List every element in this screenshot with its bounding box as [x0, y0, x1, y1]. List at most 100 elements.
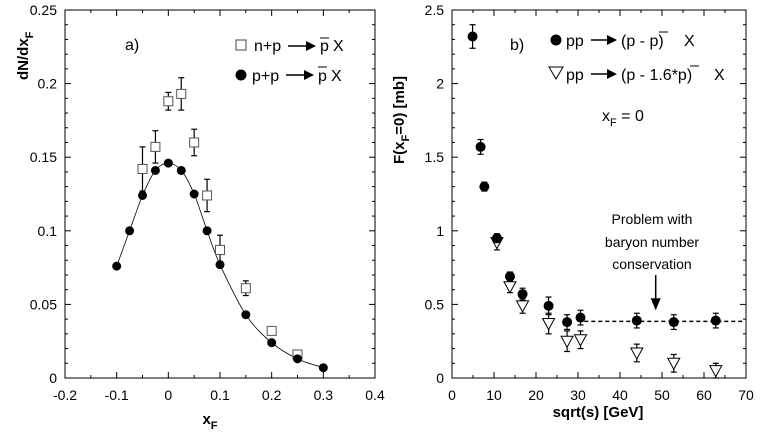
panel-a: dN/dxF xF a) -0.2 -0.1 0 0.1 0.2 0.3 0.400.050…: [15, 2, 385, 432]
legend-a-1-prefix: n+p: [254, 38, 281, 55]
pp-point: [189, 189, 199, 199]
panel-a-legend: n+p p X p+p p X: [235, 37, 344, 85]
tri-point: [560, 335, 574, 349]
np-point: [202, 190, 213, 201]
panel-a-ytick-label: 0: [49, 370, 57, 386]
panel-b-ylabel-main: F(x: [391, 141, 408, 164]
np-point: [176, 88, 187, 99]
circ-point: [467, 31, 478, 42]
circ-point: [575, 312, 586, 323]
panel-b-condition-sub: F: [610, 117, 617, 129]
panel-b-xtick-label: 0: [448, 387, 456, 403]
np-point: [266, 325, 277, 336]
circ-point: [562, 317, 573, 328]
tri-point: [666, 357, 681, 371]
panel-a-marks: [112, 77, 328, 373]
circ-point: [491, 233, 502, 244]
legend-a-square-marker: [235, 39, 247, 51]
legend-a-2-prefix: p+p: [252, 68, 279, 85]
circ-point: [479, 181, 490, 192]
tri-point: [708, 365, 723, 378]
pp-point: [112, 261, 122, 271]
tri-point: [515, 300, 530, 313]
pp-point: [150, 165, 160, 175]
panel-b-ytick-label: 2.5: [425, 2, 445, 18]
tri-point: [629, 347, 644, 361]
panel-a-frame: [64, 9, 376, 379]
panel-a-label: a): [125, 37, 139, 54]
pp-point: [202, 226, 212, 236]
panel-b-xlabel: sqrt(s) [GeV]: [553, 404, 644, 421]
panel-b-xtick-label: 50: [654, 387, 670, 403]
panel-a-ticks: -0.2 -0.1 0 0.1 0.2 0.3 0.4 0 0.05 0.1 0.15 0.2 0.25: [30, 2, 385, 403]
legend-a-2-arrowhead: [304, 70, 314, 80]
legend-a-1-suffix: X: [333, 38, 344, 55]
panel-a-xtick-label: 0.2: [262, 387, 282, 403]
legend-b-2-prefix: pp: [566, 67, 584, 84]
legend-b-1-paren: (p - p): [621, 33, 664, 50]
legend-b-triangle-marker: [548, 66, 564, 80]
pp-point: [125, 226, 135, 236]
panel-b-legend: pp (p - p) X pp (p - 1.6*p) X: [548, 31, 725, 84]
tri-point: [573, 334, 588, 347]
panel-a-ytick-label: 0.25: [30, 2, 57, 18]
panel-b-condition-main: x: [602, 108, 610, 125]
legend-a-2-particle: p: [318, 68, 327, 85]
np-point: [189, 137, 200, 148]
panel-b-condition-tail: = 0: [617, 108, 644, 125]
panel-b-ylabel: F(xF=0) [mb]: [391, 76, 412, 164]
panel-b: F(xF=0) [mb] sqrt(s) [GeV] b) 0 10 20 30 40 5…: [391, 2, 754, 421]
panel-a-xtick-label: 0.3: [314, 387, 334, 403]
pp-point: [293, 354, 302, 364]
panel-a-ytick-label: 0.05: [30, 296, 57, 312]
panel-a-xlabel-sub: F: [211, 420, 218, 432]
panel-a-xtick-label: -0.1: [105, 387, 129, 403]
panel-a-xtick-label: 0.4: [365, 387, 385, 403]
panel-b-note-arrowhead: [650, 298, 661, 311]
circ-point: [475, 141, 486, 152]
panel-a-ytick-label: 0.1: [38, 223, 58, 239]
panel-b-ytick-label: 0: [436, 370, 444, 386]
panel-b-ytick-label: 2: [436, 76, 444, 92]
np-point: [163, 96, 174, 107]
legend-b-2-arrowhead: [607, 69, 617, 79]
panel-b-ylabel-sub: F: [400, 135, 412, 142]
legend-b-1-prefix: pp: [566, 33, 584, 50]
circ-point: [504, 271, 515, 282]
panel-b-xtick-label: 70: [738, 387, 754, 403]
panel-b-ylabel-tail: =0) [mb]: [391, 76, 408, 135]
np-point: [215, 244, 225, 255]
panel-a-xlabel: xF: [202, 411, 217, 432]
panel-a-ylabel-sub: F: [24, 31, 36, 38]
panel-a-ylabel-main: dN/dx: [15, 38, 32, 80]
panel-a-ylabel: dN/dxF: [15, 31, 36, 80]
panel-b-xtick-label: 20: [528, 387, 544, 403]
panel-b-note-line-2: baryon number: [605, 234, 700, 250]
legend-b-2-suffix: X: [714, 67, 725, 84]
pp-point: [241, 310, 251, 320]
panel-b-label: b): [510, 37, 524, 54]
np-point: [150, 141, 161, 152]
panel-b-xtick-label: 60: [696, 387, 712, 403]
circ-point: [631, 315, 642, 326]
panel-a-ytick-label: 0.2: [38, 76, 58, 92]
panel-b-note-line-1: Problem with: [612, 211, 693, 227]
tri-point: [541, 318, 556, 331]
panel-b-note-line-3: conservation: [612, 256, 691, 272]
pp-point: [163, 158, 173, 168]
panel-a-xlabel-main: x: [202, 411, 211, 428]
legend-a-1-arrowhead: [306, 41, 316, 51]
circ-point: [543, 300, 554, 311]
circ-point: [668, 317, 679, 328]
np-point: [137, 163, 148, 174]
tri-point: [503, 281, 517, 294]
pp-point: [318, 363, 328, 373]
np-point: [240, 283, 251, 294]
panel-b-ytick-label: 1: [436, 223, 444, 239]
panel-b-xtick-label: 10: [486, 387, 502, 403]
panel-b-ytick-label: 0.5: [425, 296, 445, 312]
pp-point: [176, 165, 186, 175]
panel-b-condition: xF = 0: [602, 108, 644, 129]
panel-b-ytick-label: 1.5: [425, 149, 445, 165]
